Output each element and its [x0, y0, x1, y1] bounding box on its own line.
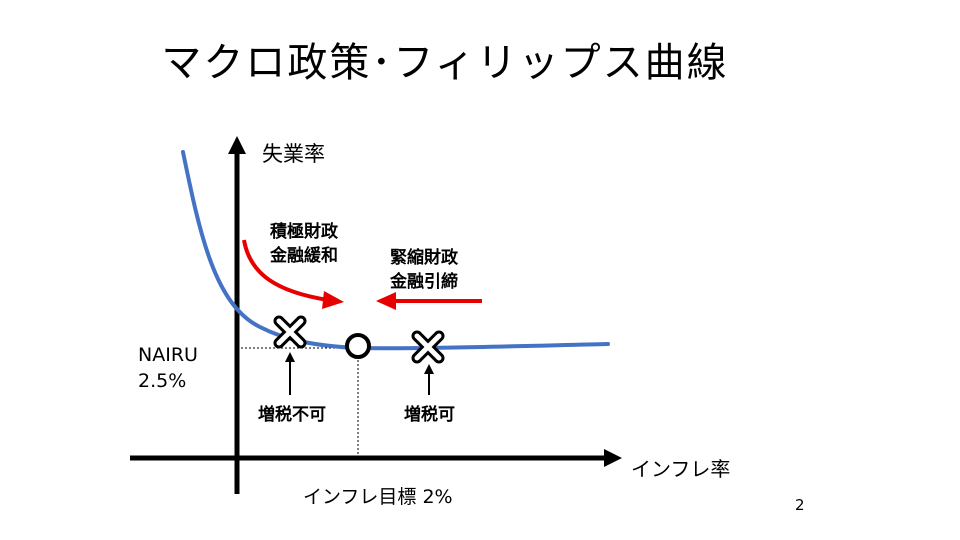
- contractionary-policy-label: 緊縮財政 金融引締: [390, 246, 458, 294]
- contractionary-fiscal: 緊縮財政: [390, 248, 458, 268]
- expansionary-arrow: [242, 239, 329, 302]
- expansionary-arrowhead: [322, 291, 344, 309]
- inflation-target-label: インフレ目標 2%: [303, 486, 453, 508]
- expansionary-fiscal: 積極財政: [270, 222, 338, 242]
- expansionary-policy-label: 積極財政 金融緩和: [270, 220, 338, 268]
- phillips-curve: [181, 150, 610, 351]
- nairu-label: NAIRU 2.5%: [138, 342, 198, 394]
- x-axis-arrowhead: [604, 449, 622, 467]
- expansionary-monetary: 金融緩和: [270, 246, 338, 266]
- target-equilibrium-circle: [345, 333, 371, 359]
- y-axis-label: 失業率: [262, 142, 325, 166]
- nairu-name: NAIRU: [138, 344, 198, 366]
- tax-increase-ok-label: 増税可: [404, 405, 455, 425]
- y-axis-arrowhead: [228, 136, 246, 154]
- no-tax-increase-label: 増税不可: [258, 405, 326, 425]
- slide-title: マクロ政策･フィリップス曲線: [161, 40, 729, 86]
- right-cross-marker: [411, 330, 445, 364]
- contractionary-arrowhead: [376, 292, 396, 310]
- nairu-value: 2.5%: [138, 370, 187, 392]
- page-number: 2: [795, 496, 805, 514]
- left-cross-marker: [273, 315, 307, 349]
- x-axis-label: インフレ率: [631, 457, 731, 481]
- contractionary-monetary: 金融引締: [390, 272, 458, 292]
